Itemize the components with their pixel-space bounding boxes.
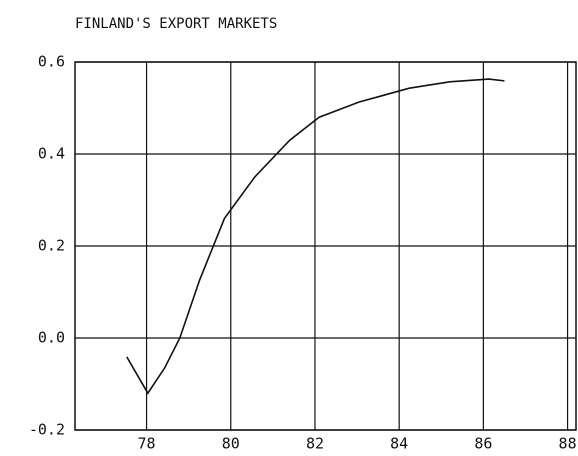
y-tick-label: 0.6 — [38, 53, 65, 71]
y-tick-label: 0.0 — [38, 329, 65, 347]
x-tick-label: 86 — [474, 435, 492, 453]
y-tick-label: 0.4 — [38, 145, 65, 163]
x-tick-label: 80 — [222, 435, 240, 453]
x-tick-label: 82 — [306, 435, 324, 453]
x-tick-label: 84 — [390, 435, 408, 453]
y-tick-label: -0.2 — [29, 421, 65, 439]
x-tick-label: 88 — [559, 435, 577, 453]
chart-title: FINLAND'S EXPORT MARKETS — [75, 16, 277, 32]
x-tick-label: 78 — [138, 435, 156, 453]
y-tick-label: 0.2 — [38, 237, 65, 255]
line — [126, 78, 505, 395]
